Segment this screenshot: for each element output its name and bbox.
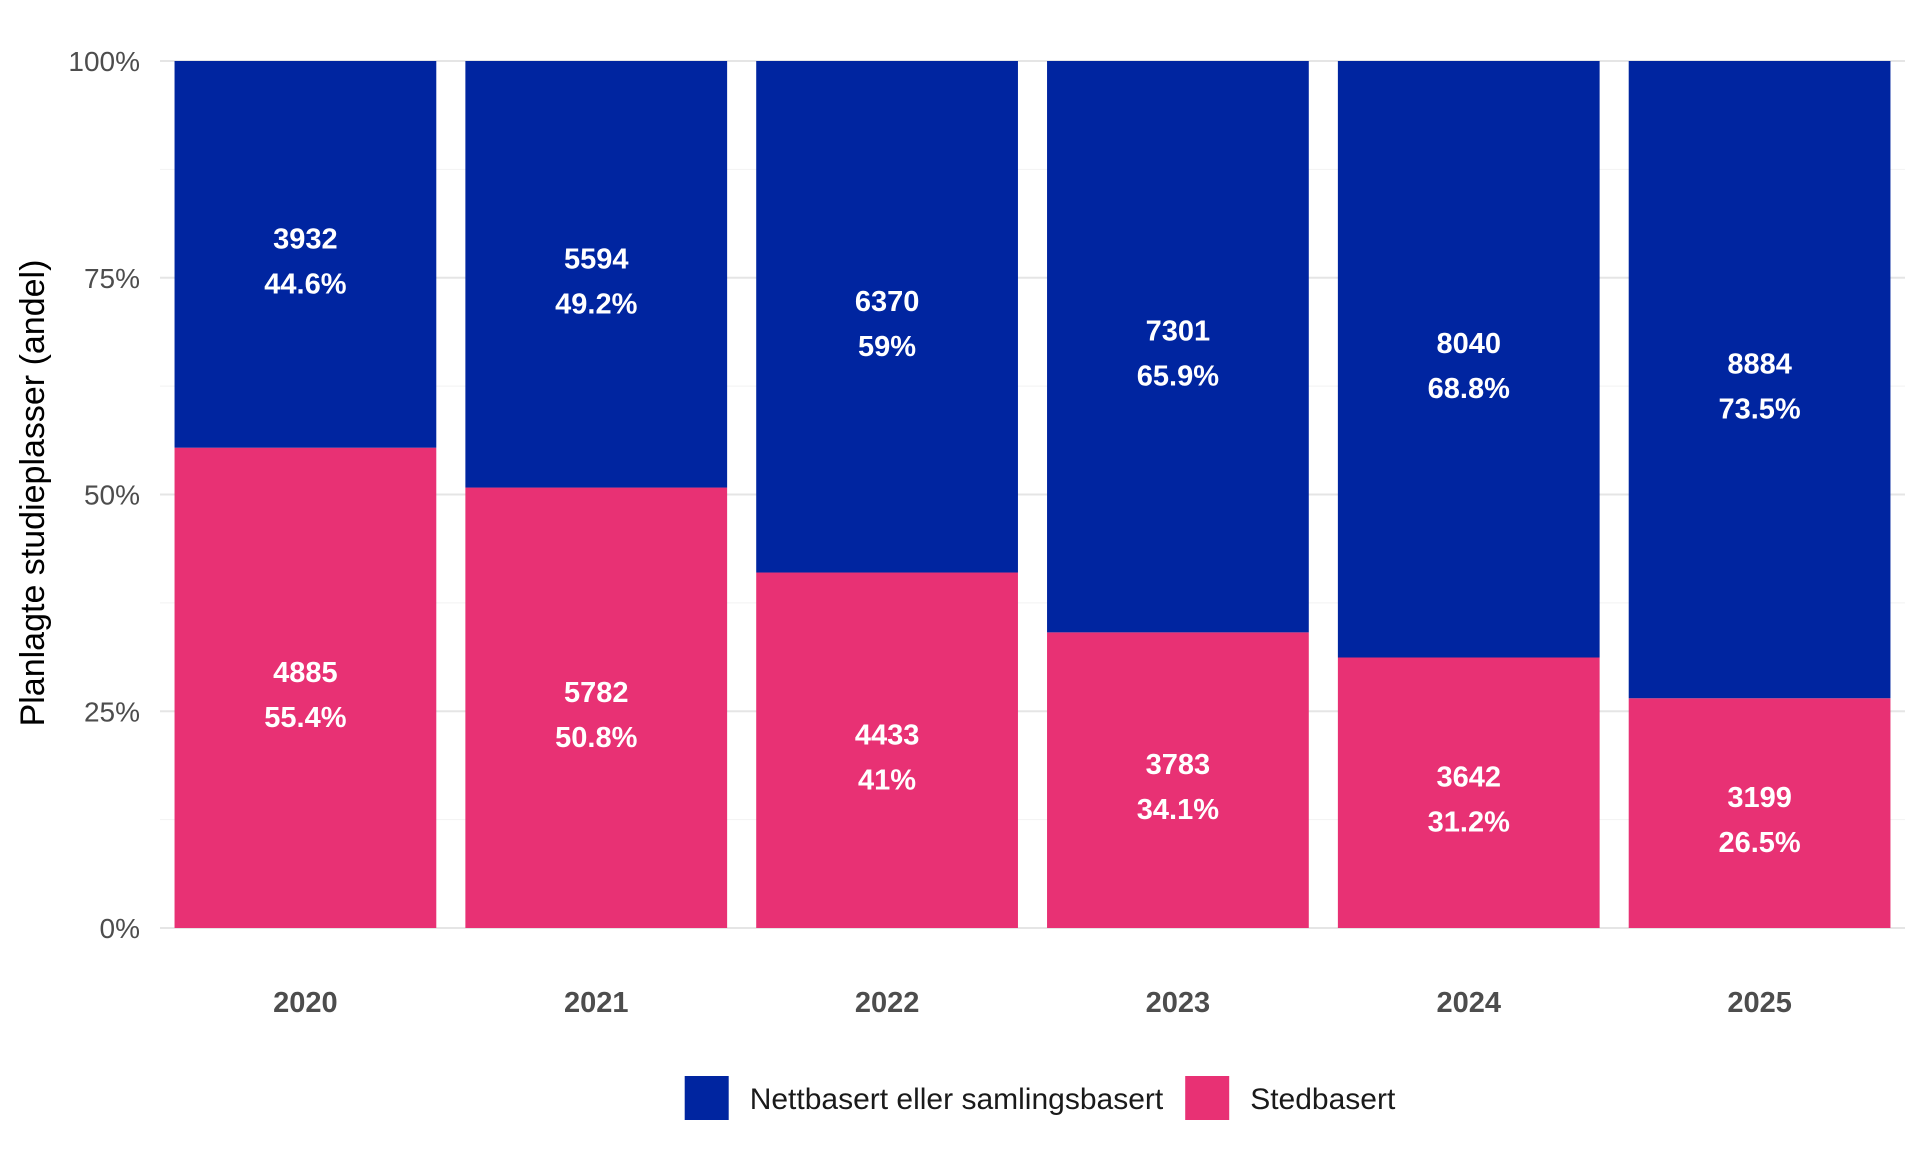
bar-value-label: 5594: [564, 243, 629, 275]
bar-segment-stedbasert: [174, 447, 437, 928]
bar-segment-stedbasert: [465, 487, 728, 928]
bar-segment-stedbasert: [1628, 698, 1891, 928]
bar-value-label: 5782: [564, 677, 629, 709]
bar-value-label: 7301: [1146, 316, 1211, 348]
bar-share-label: 68.8%: [1428, 373, 1510, 405]
y-tick-label: 25%: [84, 696, 140, 727]
legend-swatch: [684, 1076, 729, 1120]
bar-value-label: 3783: [1146, 749, 1211, 781]
legend-label: Nettbasert eller samlingsbasert: [750, 1083, 1164, 1116]
x-tick-label: 2025: [1727, 987, 1792, 1019]
bar-segment-nettbasert: [1628, 61, 1891, 699]
bar-value-label: 8040: [1436, 328, 1501, 360]
y-tick-label: 75%: [84, 263, 140, 294]
bars: [174, 61, 1891, 928]
bar-value-label: 4433: [855, 719, 920, 751]
bar-segment-nettbasert: [1047, 61, 1309, 633]
bar-segment-nettbasert: [756, 61, 1018, 573]
grid-lines: [160, 60, 1905, 929]
bar-share-label: 26.5%: [1718, 827, 1800, 859]
bar-share-label: 55.4%: [264, 702, 346, 734]
bar-share-label: 34.1%: [1137, 794, 1219, 826]
x-tick-label: 2024: [1436, 987, 1501, 1019]
legend-label: Stedbasert: [1250, 1083, 1396, 1116]
bar-segment-stedbasert: [1337, 657, 1600, 928]
bar-labels: 4885 55.4% 3932 44.6% 5782 50.8% 5594 49.2% 4433…: [264, 223, 1801, 859]
bar-segment-nettbasert: [174, 61, 437, 448]
bar-value-label: 4885: [273, 657, 338, 689]
y-axis-ticks: 0% 25% 50% 75% 100%: [68, 46, 140, 944]
x-tick-label: 2023: [1146, 987, 1211, 1019]
bar-share-label: 73.5%: [1718, 394, 1800, 426]
bar-value-label: 3199: [1727, 782, 1792, 814]
y-axis-title: Planlagte studieplasser (andel): [14, 260, 52, 727]
bar-share-label: 31.2%: [1428, 807, 1510, 839]
legend-swatch: [1185, 1076, 1230, 1120]
bar-share-label: 59%: [858, 331, 916, 363]
bar-share-label: 41%: [858, 764, 916, 796]
bar-share-label: 65.9%: [1137, 361, 1219, 393]
bar-share-label: 50.8%: [555, 722, 637, 754]
legend: Nettbasert eller samlingsbasert Stedbaser…: [684, 1076, 1396, 1120]
bar-value-label: 3642: [1436, 762, 1501, 794]
x-tick-label: 2021: [564, 987, 629, 1019]
bar-segment-stedbasert: [756, 572, 1018, 928]
x-tick-label: 2022: [855, 987, 920, 1019]
x-tick-label: 2020: [273, 987, 338, 1019]
x-axis-ticks: 2020 2021 2022 2023 2024 2025: [273, 987, 1792, 1019]
bar-value-label: 8884: [1727, 349, 1792, 381]
y-tick-label: 50%: [84, 480, 140, 511]
y-tick-label: 100%: [68, 46, 140, 77]
bar-value-label: 6370: [855, 286, 920, 318]
bar-share-label: 44.6%: [264, 268, 346, 300]
y-tick-label: 0%: [100, 913, 140, 944]
bar-segment-stedbasert: [1047, 632, 1309, 928]
bar-value-label: 3932: [273, 223, 338, 255]
bar-segment-nettbasert: [1337, 61, 1600, 658]
bar-share-label: 49.2%: [555, 288, 637, 320]
bar-segment-nettbasert: [465, 61, 728, 488]
